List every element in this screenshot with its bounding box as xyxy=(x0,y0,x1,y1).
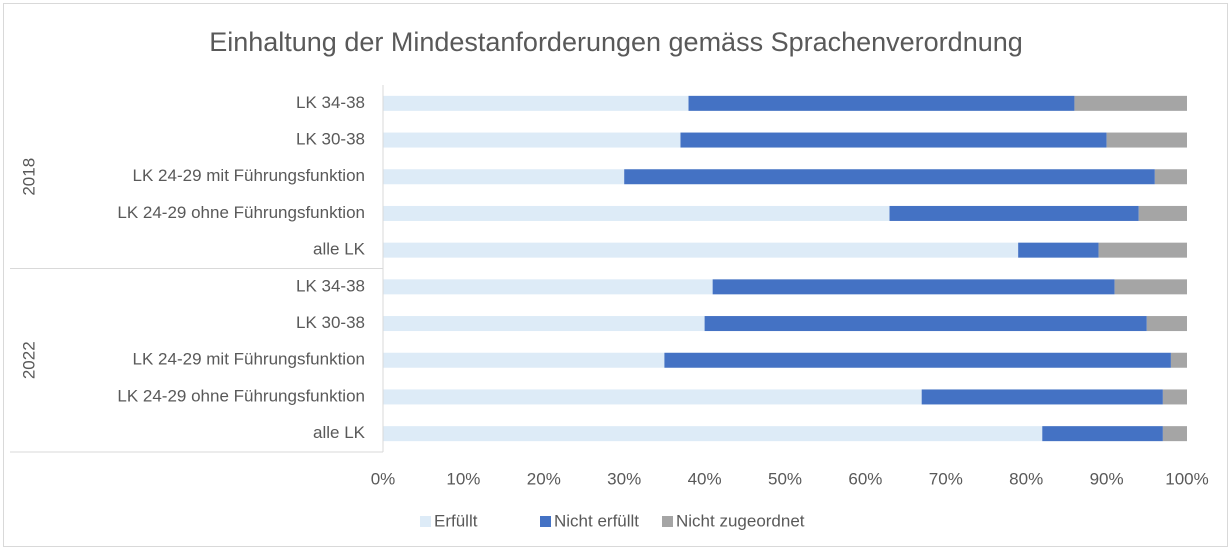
bar-segment xyxy=(921,389,1163,405)
x-tick-label: 20% xyxy=(527,469,561,488)
bar-segment xyxy=(1138,205,1187,221)
legend-label: Nicht zugeordnet xyxy=(676,511,805,530)
y-tick-label: LK 24-29 ohne Führungsfunktion xyxy=(117,386,365,405)
bar-segment xyxy=(383,389,922,405)
bar-segment xyxy=(1170,352,1187,368)
bar-segment xyxy=(1074,95,1187,111)
bar-segment xyxy=(383,205,890,221)
bar-segment xyxy=(1098,242,1187,258)
group-label: 2022 xyxy=(19,341,38,379)
y-tick-label: LK 24-29 mit Führungsfunktion xyxy=(133,166,365,185)
y-tick-label: LK 34-38 xyxy=(296,276,365,295)
bar-segment xyxy=(664,352,1171,368)
bar-segment xyxy=(1018,242,1099,258)
x-tick-label: 30% xyxy=(607,469,641,488)
bar-segment xyxy=(383,95,689,111)
x-tick-label: 60% xyxy=(848,469,882,488)
bar-segment xyxy=(1106,132,1187,148)
bar-segment xyxy=(383,242,1019,258)
chart-title: Einhaltung der Mindestanforderungen gemä… xyxy=(209,27,1023,57)
bar-segment xyxy=(383,316,705,332)
x-tick-label: 0% xyxy=(371,469,396,488)
bar-segment xyxy=(383,169,625,185)
x-tick-label: 70% xyxy=(929,469,963,488)
x-tick-label: 10% xyxy=(446,469,480,488)
bar-segment xyxy=(383,279,713,295)
bar-segment xyxy=(1042,426,1163,442)
bar-segment xyxy=(1154,169,1187,185)
legend-swatch xyxy=(540,516,551,527)
y-tick-label: LK 24-29 mit Führungsfunktion xyxy=(133,350,365,369)
y-tick-label: LK 24-29 ohne Führungsfunktion xyxy=(117,203,365,222)
x-tick-label: 100% xyxy=(1165,469,1208,488)
legend-swatch xyxy=(662,516,673,527)
x-tick-label: 80% xyxy=(1009,469,1043,488)
x-tick-label: 90% xyxy=(1090,469,1124,488)
bar-segment xyxy=(1146,316,1187,332)
bar-segment xyxy=(680,132,1107,148)
bar-segment xyxy=(383,426,1043,442)
bar-segment xyxy=(889,205,1139,221)
bar-segment xyxy=(688,95,1075,111)
x-tick-label: 40% xyxy=(688,469,722,488)
y-tick-label: LK 30-38 xyxy=(296,313,365,332)
bar-segment xyxy=(383,132,681,148)
x-tick-label: 50% xyxy=(768,469,802,488)
y-tick-label: alle LK xyxy=(313,240,366,259)
bar-segment xyxy=(383,352,665,368)
bar-segment xyxy=(1162,426,1187,442)
y-tick-label: alle LK xyxy=(313,423,366,442)
group-label: 2018 xyxy=(19,158,38,196)
legend-label: Erfüllt xyxy=(434,511,478,530)
legend-swatch xyxy=(420,516,431,527)
bar-segment xyxy=(704,316,1147,332)
chart-frame xyxy=(3,3,1228,547)
legend-label: Nicht erfüllt xyxy=(554,511,639,530)
bar-segment xyxy=(1114,279,1187,295)
bar-segment xyxy=(712,279,1115,295)
bar-segment xyxy=(1162,389,1187,405)
y-tick-label: LK 34-38 xyxy=(296,93,365,112)
y-tick-label: LK 30-38 xyxy=(296,130,365,149)
bar-segment xyxy=(624,169,1155,185)
